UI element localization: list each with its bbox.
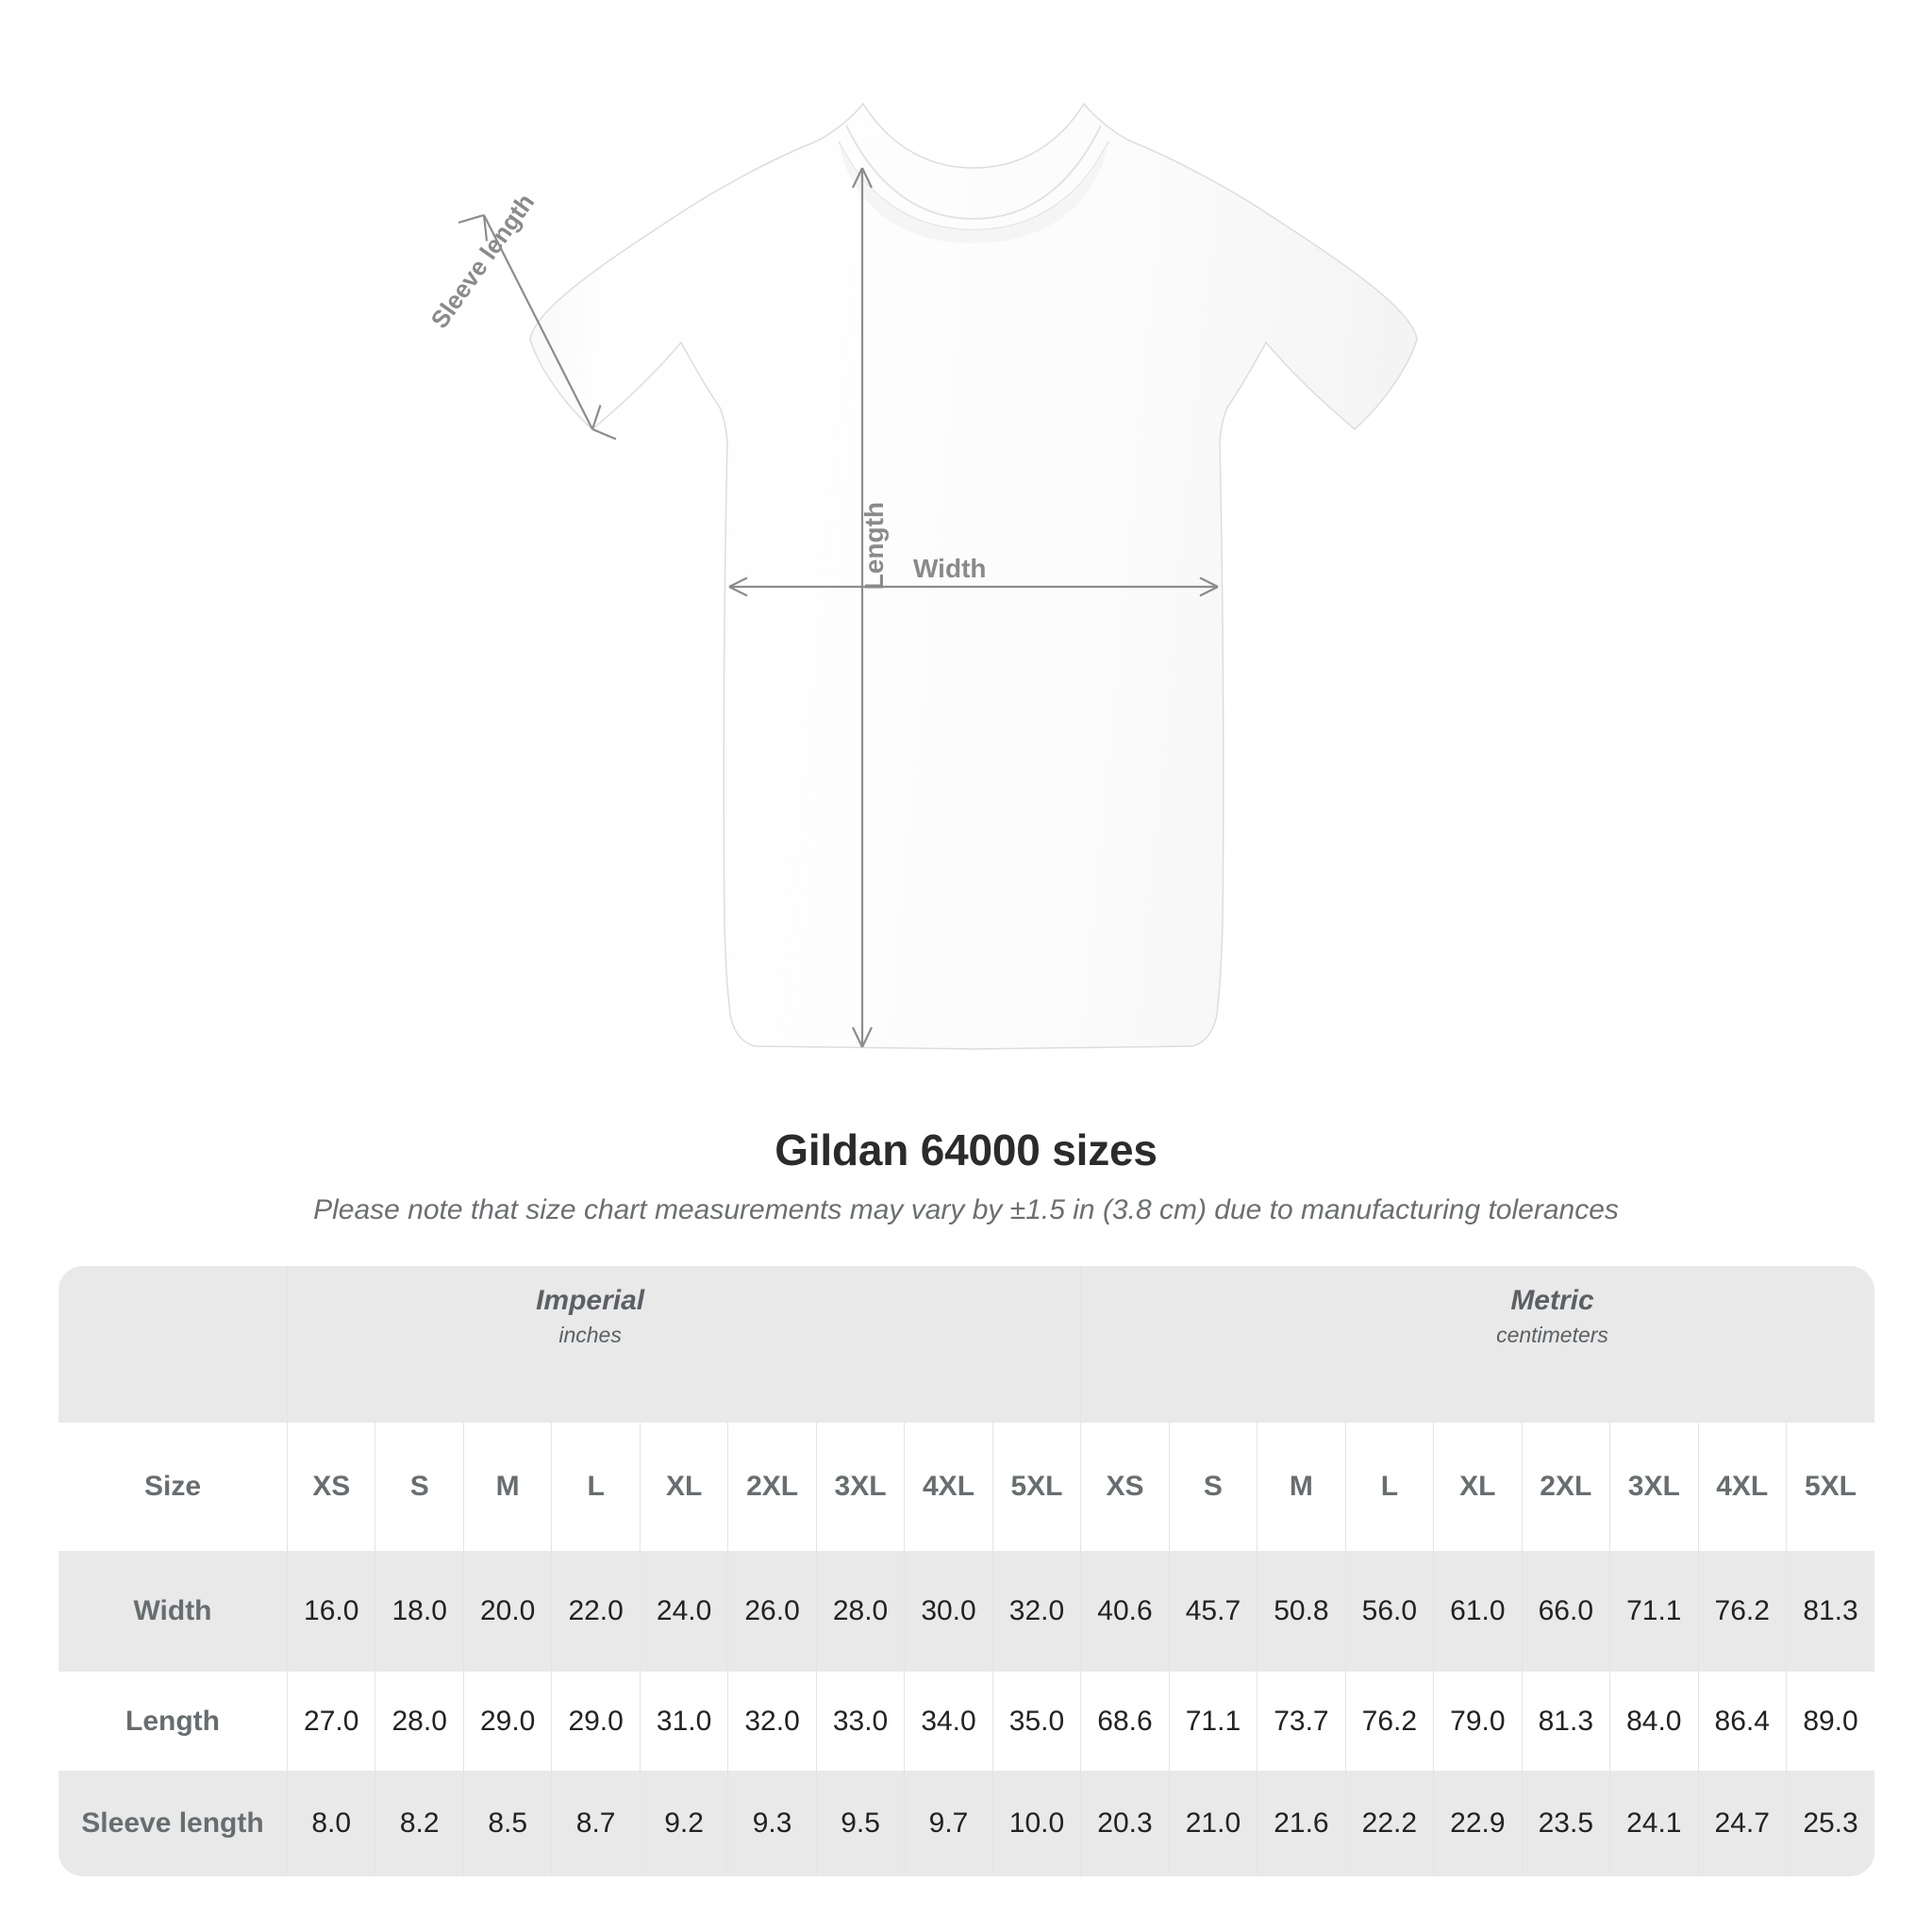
- svg-text:Length: Length: [859, 502, 889, 590]
- svg-text:Sleeve length: Sleeve length: [425, 189, 540, 334]
- svg-text:Width: Width: [913, 554, 987, 583]
